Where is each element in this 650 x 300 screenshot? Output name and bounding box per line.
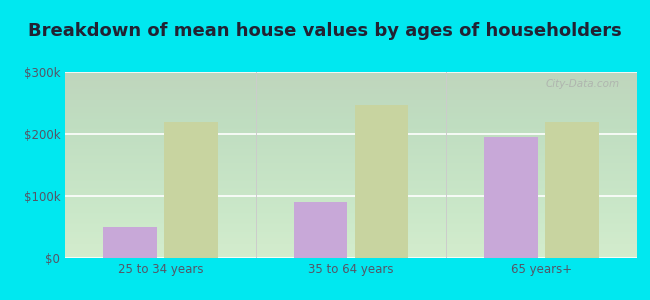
Bar: [545, 122, 599, 258]
Text: City-Data.com: City-Data.com: [546, 80, 620, 89]
Text: Breakdown of mean house values by ages of householders: Breakdown of mean house values by ages o…: [28, 22, 622, 40]
Bar: [355, 105, 408, 258]
Bar: [164, 122, 218, 258]
Bar: [294, 202, 347, 258]
Bar: [484, 137, 538, 258]
Bar: [103, 227, 157, 258]
